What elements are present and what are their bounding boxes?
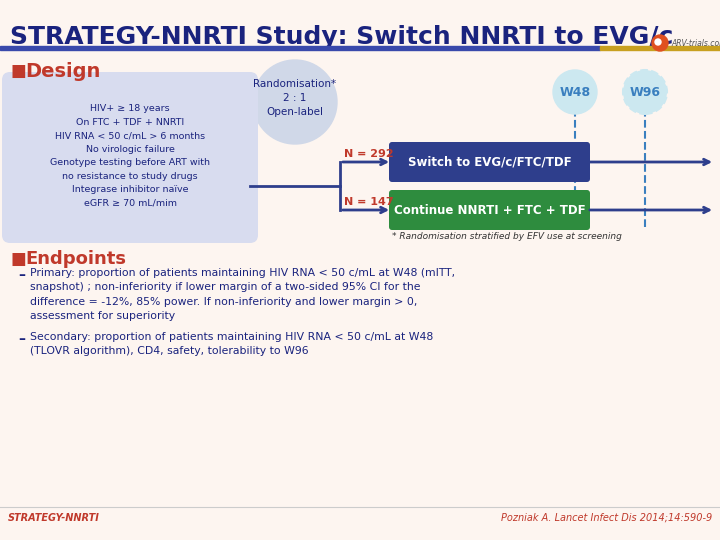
Text: STRATEGY-NNRTI: STRATEGY-NNRTI — [8, 513, 100, 523]
Text: Design: Design — [25, 62, 100, 81]
Text: ARV-trials.com: ARV-trials.com — [671, 38, 720, 48]
Text: W96: W96 — [629, 85, 660, 98]
Text: Endpoints: Endpoints — [25, 250, 126, 268]
Text: –: – — [18, 268, 25, 282]
Text: Continue NNRTI + FTC + TDF: Continue NNRTI + FTC + TDF — [394, 204, 586, 217]
Circle shape — [652, 35, 668, 51]
Text: * Randomisation stratified by EFV use at screening: * Randomisation stratified by EFV use at… — [392, 232, 622, 241]
Text: Switch to EVG/c/FTC/TDF: Switch to EVG/c/FTC/TDF — [408, 156, 572, 168]
Text: Pozniak A. Lancet Infect Dis 2014;14:590-9: Pozniak A. Lancet Infect Dis 2014;14:590… — [500, 513, 712, 523]
Text: STRATEGY-NNRTI Study: Switch NNRTI to EVG/c: STRATEGY-NNRTI Study: Switch NNRTI to EV… — [10, 25, 673, 49]
Bar — [0, 46, 600, 50]
FancyBboxPatch shape — [2, 72, 258, 243]
Text: N = 292: N = 292 — [344, 149, 394, 159]
Text: W48: W48 — [559, 85, 590, 98]
Circle shape — [253, 60, 337, 144]
Text: ■: ■ — [10, 250, 26, 268]
Circle shape — [655, 39, 661, 45]
Text: N = 147: N = 147 — [344, 197, 394, 207]
FancyBboxPatch shape — [389, 142, 590, 182]
Text: HIV+ ≥ 18 years
On FTC + TDF + NNRTI
HIV RNA < 50 c/mL > 6 months
No virologic f: HIV+ ≥ 18 years On FTC + TDF + NNRTI HIV… — [50, 104, 210, 208]
Text: Secondary: proportion of patients maintaining HIV RNA < 50 c/mL at W48
(TLOVR al: Secondary: proportion of patients mainta… — [30, 332, 433, 356]
FancyBboxPatch shape — [389, 190, 590, 230]
Text: Primary: proportion of patients maintaining HIV RNA < 50 c/mL at W48 (mITT,
snap: Primary: proportion of patients maintain… — [30, 268, 455, 321]
Text: –: – — [18, 332, 25, 346]
Circle shape — [553, 70, 597, 114]
Bar — [600, 46, 720, 50]
Circle shape — [623, 70, 667, 114]
Text: Randomisation*
2 : 1
Open-label: Randomisation* 2 : 1 Open-label — [253, 79, 336, 117]
Text: ■: ■ — [10, 62, 26, 80]
